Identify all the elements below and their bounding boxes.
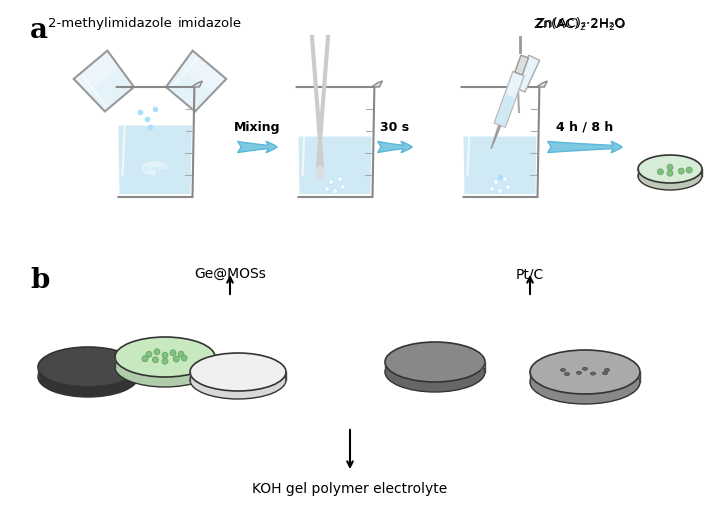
Polygon shape [537, 81, 547, 87]
Ellipse shape [115, 347, 215, 387]
Bar [494, 72, 524, 127]
Ellipse shape [38, 357, 138, 397]
Circle shape [173, 356, 179, 362]
Circle shape [489, 187, 494, 191]
Circle shape [142, 356, 148, 362]
Polygon shape [169, 67, 212, 109]
Ellipse shape [576, 372, 581, 374]
Circle shape [340, 184, 345, 190]
Polygon shape [464, 136, 537, 194]
Circle shape [152, 357, 158, 363]
Ellipse shape [638, 155, 702, 183]
Circle shape [337, 177, 342, 181]
Polygon shape [191, 81, 202, 87]
Circle shape [686, 167, 692, 173]
Circle shape [328, 180, 333, 184]
Circle shape [667, 164, 673, 170]
Polygon shape [491, 126, 501, 149]
Polygon shape [74, 51, 134, 111]
Polygon shape [166, 51, 226, 111]
Circle shape [170, 350, 176, 356]
Ellipse shape [530, 360, 640, 404]
Circle shape [178, 351, 184, 357]
Circle shape [667, 170, 673, 176]
Ellipse shape [605, 368, 610, 372]
Ellipse shape [115, 337, 215, 377]
Circle shape [162, 352, 168, 358]
Ellipse shape [190, 353, 286, 391]
Circle shape [679, 168, 684, 174]
Ellipse shape [564, 373, 569, 376]
Ellipse shape [38, 347, 138, 387]
Ellipse shape [385, 352, 485, 392]
Text: Ge@MOSs: Ge@MOSs [194, 267, 266, 281]
Polygon shape [88, 67, 131, 109]
Text: a: a [30, 17, 48, 44]
Bar [515, 55, 528, 75]
Text: 30 s: 30 s [381, 121, 410, 134]
Ellipse shape [561, 368, 566, 372]
Bar [514, 55, 540, 92]
Polygon shape [372, 81, 382, 87]
Ellipse shape [530, 350, 640, 394]
Circle shape [498, 189, 503, 193]
Circle shape [333, 189, 337, 193]
Circle shape [657, 169, 664, 175]
Circle shape [154, 349, 160, 355]
Ellipse shape [583, 367, 588, 370]
Bar [496, 94, 515, 126]
Circle shape [503, 177, 508, 181]
Ellipse shape [603, 372, 608, 375]
Circle shape [182, 355, 187, 361]
Circle shape [146, 351, 152, 357]
Polygon shape [118, 125, 191, 194]
Ellipse shape [638, 162, 702, 190]
Text: Zn(AC)₂·2H₂O: Zn(AC)₂·2H₂O [535, 17, 625, 30]
Circle shape [506, 184, 510, 190]
Ellipse shape [385, 342, 485, 382]
Circle shape [493, 180, 498, 184]
Text: Pt/C: Pt/C [516, 267, 544, 281]
Circle shape [162, 358, 168, 364]
Text: imidazole: imidazole [178, 17, 242, 30]
Text: 4 h / 8 h: 4 h / 8 h [557, 121, 613, 134]
Ellipse shape [190, 361, 286, 399]
Text: b: b [30, 267, 50, 294]
Ellipse shape [591, 372, 596, 375]
Circle shape [325, 187, 330, 191]
Text: 2-methylimidazole: 2-methylimidazole [48, 17, 172, 30]
Polygon shape [298, 136, 372, 194]
Text: KOH gel polymer electrolyte: KOH gel polymer electrolyte [252, 482, 447, 496]
Text: Mixing: Mixing [234, 121, 280, 134]
Text: Zn(AC)$_2$$\cdot$2H$_2$O: Zn(AC)$_2$$\cdot$2H$_2$O [533, 17, 627, 33]
